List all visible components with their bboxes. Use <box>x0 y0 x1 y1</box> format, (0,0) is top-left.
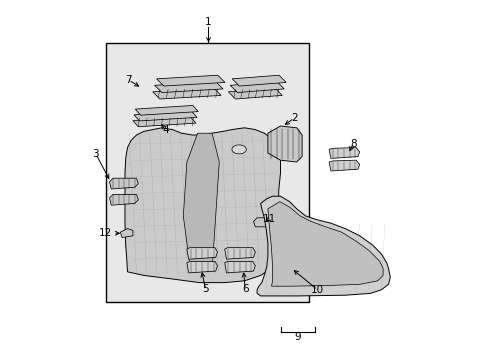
Text: 10: 10 <box>310 285 324 295</box>
Polygon shape <box>109 178 138 189</box>
Text: 2: 2 <box>290 113 297 123</box>
Polygon shape <box>156 75 224 86</box>
Text: 11: 11 <box>263 213 276 224</box>
Text: 12: 12 <box>99 228 112 238</box>
Text: 6: 6 <box>242 284 248 294</box>
Polygon shape <box>224 261 255 273</box>
Text: 5: 5 <box>202 284 208 294</box>
Text: 9: 9 <box>294 332 301 342</box>
Polygon shape <box>186 261 217 273</box>
Polygon shape <box>228 88 282 99</box>
Bar <box>106 43 309 302</box>
Polygon shape <box>230 82 284 93</box>
Polygon shape <box>267 202 382 286</box>
Polygon shape <box>120 229 133 238</box>
Ellipse shape <box>231 145 246 154</box>
Polygon shape <box>109 194 138 205</box>
Polygon shape <box>152 88 221 99</box>
Polygon shape <box>232 75 285 86</box>
Polygon shape <box>135 105 198 115</box>
Text: 3: 3 <box>92 149 99 159</box>
Polygon shape <box>154 82 223 93</box>
Text: 4: 4 <box>162 125 168 135</box>
Polygon shape <box>125 128 280 283</box>
Polygon shape <box>328 160 359 171</box>
Text: 7: 7 <box>125 75 132 85</box>
Polygon shape <box>183 133 219 270</box>
Text: 1: 1 <box>205 17 211 27</box>
Polygon shape <box>253 218 275 227</box>
Text: 8: 8 <box>349 139 356 149</box>
Polygon shape <box>134 111 197 121</box>
Polygon shape <box>186 248 217 259</box>
Polygon shape <box>267 126 302 162</box>
Polygon shape <box>224 248 255 259</box>
Polygon shape <box>133 117 196 127</box>
Polygon shape <box>328 148 359 158</box>
Polygon shape <box>257 196 389 296</box>
